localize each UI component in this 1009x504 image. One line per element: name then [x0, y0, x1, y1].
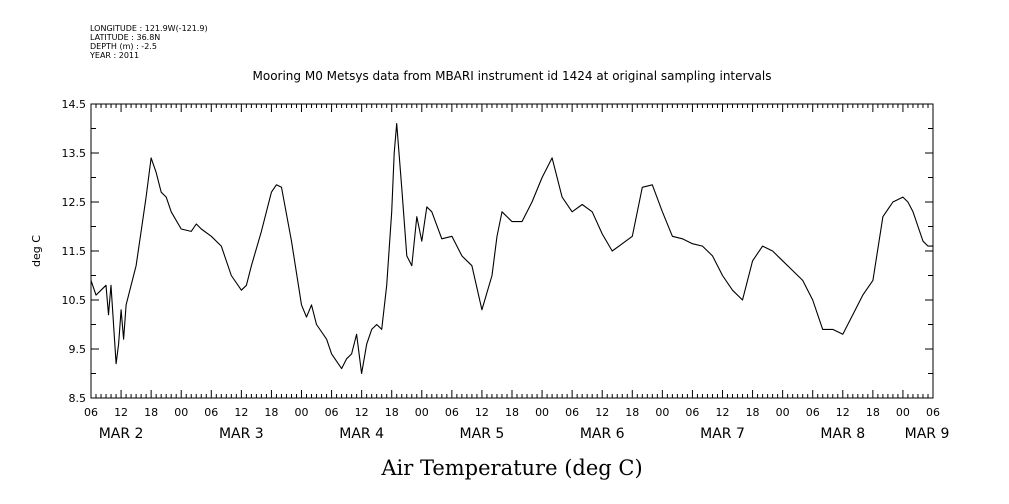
- y-tick-label: 12.5: [62, 196, 87, 209]
- x-tick-label: 00: [896, 406, 910, 419]
- x-tick-label: 06: [84, 406, 98, 419]
- x-tick-label: 12: [836, 406, 850, 419]
- y-tick-label: 13.5: [62, 147, 87, 160]
- y-tick-label: 14.5: [62, 98, 87, 111]
- x-tick-label: 06: [325, 406, 339, 419]
- day-label: MAR 6: [580, 426, 625, 442]
- x-tick-label: 18: [746, 406, 760, 419]
- x-tick-label: 18: [625, 406, 639, 419]
- x-tick-label: 06: [204, 406, 218, 419]
- x-tick-label: 06: [445, 406, 459, 419]
- y-tick-label: 11.5: [62, 245, 87, 258]
- longitude-label: LONGITUDE : 121.9W(-121.9): [90, 24, 208, 33]
- day-label: MAR 2: [99, 426, 144, 442]
- x-tick-label: 18: [866, 406, 880, 419]
- x-tick-label: 12: [475, 406, 489, 419]
- year-label: YEAR : 2011: [89, 51, 139, 60]
- x-tick-label: 00: [415, 406, 429, 419]
- y-axis-label: deg C: [30, 235, 43, 267]
- x-tick-label: 00: [776, 406, 790, 419]
- day-label: MAR 7: [700, 426, 745, 442]
- y-axis: 8.5 9.5 10.5 11.5 12.5 13.5 14.5: [62, 98, 933, 405]
- plot-frame: [90, 103, 934, 399]
- y-tick-label: 10.5: [62, 294, 87, 307]
- x-tick-label: 06: [926, 406, 940, 419]
- latitude-label: LATITUDE : 36.8N: [90, 33, 160, 42]
- y-tick-label: 8.5: [69, 392, 87, 405]
- x-tick-label: 18: [385, 406, 399, 419]
- day-label: MAR 4: [339, 426, 384, 442]
- x-tick-label: 12: [355, 406, 369, 419]
- y-tick-label: 9.5: [69, 343, 87, 356]
- air-temperature-line: [90, 123, 933, 375]
- x-tick-label: 18: [144, 406, 158, 419]
- x-tick-label: 06: [565, 406, 579, 419]
- x-tick-label: 12: [234, 406, 248, 419]
- x-tick-label: 00: [535, 406, 549, 419]
- day-label: MAR 8: [820, 426, 865, 442]
- day-label: MAR 3: [219, 426, 264, 442]
- x-tick-label: 00: [295, 406, 309, 419]
- x-tick-label: 00: [655, 406, 669, 419]
- bottom-title: Air Temperature (deg C): [380, 456, 642, 480]
- x-tick-label: 06: [685, 406, 699, 419]
- x-tick-label: 12: [114, 406, 128, 419]
- day-label: MAR 9: [905, 426, 950, 442]
- x-tick-label: 18: [505, 406, 519, 419]
- chart-title: Mooring M0 Metsys data from MBARI instru…: [253, 69, 772, 83]
- x-tick-label: 18: [264, 406, 278, 419]
- day-label: MAR 5: [460, 426, 505, 442]
- x-tick-label: 00: [174, 406, 188, 419]
- series-layer: [90, 123, 933, 375]
- x-tick-label: 06: [806, 406, 820, 419]
- x-tick-label: 12: [716, 406, 730, 419]
- x-axis: 06 12 18 00 06 12 18 00 06 12 18 00 06 12 18 00 06 12 18 00…: [84, 104, 940, 419]
- depth-label: DEPTH (m) : -2.5: [90, 42, 157, 51]
- day-labels: MAR 2 MAR 3 MAR 4 MAR 5 MAR 6 MAR 7 MAR 8 MAR 9: [99, 426, 950, 442]
- x-tick-label: 12: [595, 406, 609, 419]
